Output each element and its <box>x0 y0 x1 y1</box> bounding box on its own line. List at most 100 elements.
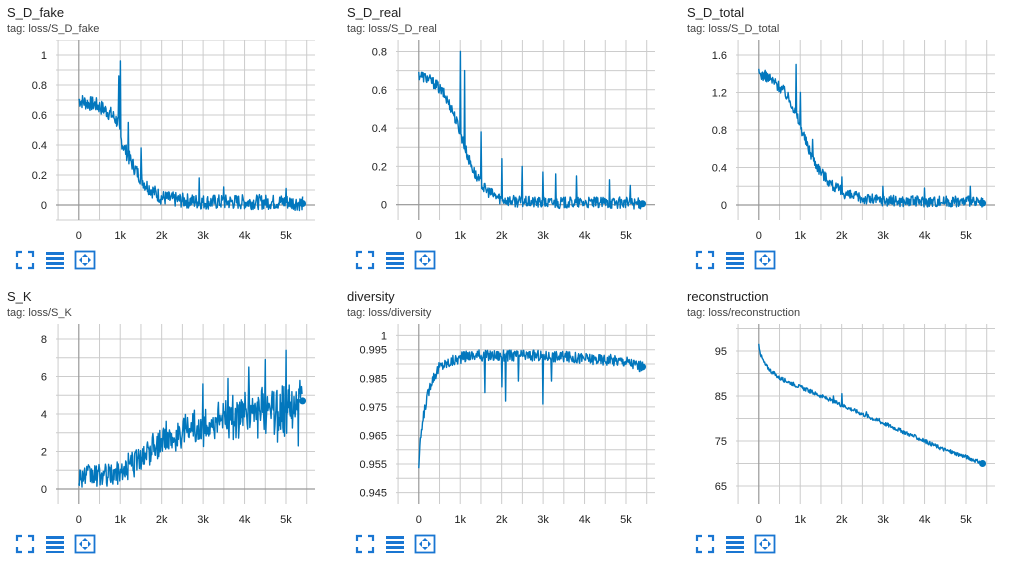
x-tick-label: 3k <box>537 230 549 242</box>
fit-domain-icon <box>414 249 436 271</box>
scalar-card: S_D_real tag: loss/S_D_real 0 0.2 0.4 0.6 0.8 0… <box>340 0 675 281</box>
fit-domain-button[interactable] <box>414 533 436 555</box>
series-line <box>418 349 644 469</box>
chart-title: reconstruction <box>687 289 769 304</box>
grid <box>736 40 995 220</box>
chart-toolbar <box>694 249 834 271</box>
x-tick-label: 2k <box>836 514 848 526</box>
line-chart[interactable]: 0 0.2 0.4 0.6 0.8 0 1k 2k 3k 4k 5k <box>340 40 675 245</box>
line-chart[interactable]: 0 0.2 0.4 0.6 0.8 1 0 1k 2k 3k 4k 5k <box>0 40 335 245</box>
x-tick-label: 1k <box>794 230 806 242</box>
line-chart[interactable]: 0.945 0.955 0.965 0.975 0.985 0.995 1 0 1k 2k 3k 4k… <box>340 324 675 529</box>
series-end-point[interactable] <box>639 200 647 208</box>
chart-title: S_D_total <box>687 5 745 20</box>
series-end-point[interactable] <box>639 363 647 371</box>
x-tick-label: 5k <box>620 514 632 526</box>
series-end-point[interactable] <box>979 199 987 207</box>
y-tick-label: 0.2 <box>32 170 47 182</box>
fit-domain-button[interactable] <box>414 249 436 271</box>
y-tick-label: 0.2 <box>372 161 387 173</box>
fit-domain-icon <box>74 249 96 271</box>
grid <box>396 40 655 220</box>
scalar-card: reconstruction tag: loss/reconstruction 65… <box>680 284 1015 565</box>
fullscreen-icon <box>14 533 36 555</box>
y-tick-label: 0.8 <box>32 80 47 92</box>
data-table-icon <box>384 533 406 555</box>
toggle-data-table-button[interactable] <box>724 533 746 555</box>
chart-toolbar <box>14 533 154 555</box>
x-tick-label: 4k <box>239 514 251 526</box>
fullscreen-button[interactable] <box>354 533 376 555</box>
x-tick-label: 0 <box>416 514 422 526</box>
x-tick-label: 2k <box>496 514 508 526</box>
y-tick-label: 4 <box>41 409 47 421</box>
toggle-data-table-button[interactable] <box>44 533 66 555</box>
data-table-icon <box>44 533 66 555</box>
data-table-icon <box>724 533 746 555</box>
y-tick-label: 0.985 <box>359 373 387 385</box>
y-tick-label: 2 <box>41 447 47 459</box>
x-tick-label: 5k <box>960 230 972 242</box>
data-table-icon <box>384 249 406 271</box>
fullscreen-icon <box>354 249 376 271</box>
chart-tag: tag: loss/S_K <box>7 307 72 319</box>
y-tick-label: 65 <box>715 481 727 493</box>
fullscreen-button[interactable] <box>14 533 36 555</box>
fullscreen-icon <box>694 249 716 271</box>
y-tick-label: 8 <box>41 334 47 346</box>
toggle-data-table-button[interactable] <box>384 249 406 271</box>
x-tick-label: 0 <box>416 230 422 242</box>
toggle-data-table-button[interactable] <box>724 249 746 271</box>
fullscreen-icon <box>14 249 36 271</box>
fit-domain-button[interactable] <box>74 533 96 555</box>
fullscreen-button[interactable] <box>694 249 716 271</box>
x-tick-label: 3k <box>197 230 209 242</box>
grid <box>396 324 655 504</box>
y-tick-label: 0.6 <box>32 110 47 122</box>
scalar-card: diversity tag: loss/diversity 0.945 0.955 0.… <box>340 284 675 565</box>
series-line <box>78 60 304 212</box>
y-tick-label: 6 <box>41 372 47 384</box>
line-chart[interactable]: 65 75 85 95 0 1k 2k 3k 4k 5k <box>680 324 1015 529</box>
x-tick-label: 3k <box>197 514 209 526</box>
line-chart[interactable]: 0 0.4 0.8 1.2 1.6 0 1k 2k 3k 4k 5k <box>680 40 1015 245</box>
chart-title: S_K <box>7 289 32 304</box>
fullscreen-icon <box>354 533 376 555</box>
chart-tag: tag: loss/S_D_fake <box>7 23 100 35</box>
fit-domain-button[interactable] <box>754 249 776 271</box>
y-tick-label: 0 <box>41 200 47 212</box>
fullscreen-button[interactable] <box>694 533 716 555</box>
series-end-point[interactable] <box>299 200 307 207</box>
y-tick-label: 0.6 <box>372 85 387 97</box>
fullscreen-button[interactable] <box>14 249 36 271</box>
x-tick-label: 4k <box>919 514 931 526</box>
toggle-data-table-button[interactable] <box>44 249 66 271</box>
chart-tag: tag: loss/diversity <box>347 307 432 319</box>
x-tick-label: 1k <box>454 514 466 526</box>
fit-domain-button[interactable] <box>74 249 96 271</box>
series-line <box>78 349 303 488</box>
scalar-card: S_D_total tag: loss/S_D_total 0 0.4 0.8 1.2 1.… <box>680 0 1015 281</box>
x-tick-label: 2k <box>496 230 508 242</box>
series-line <box>758 63 984 208</box>
x-tick-label: 3k <box>877 230 889 242</box>
fit-domain-button[interactable] <box>754 533 776 555</box>
chart-toolbar <box>14 249 154 271</box>
x-tick-label: 2k <box>156 230 168 242</box>
chart-tag: tag: loss/reconstruction <box>687 307 801 319</box>
fit-domain-icon <box>754 249 776 271</box>
line-chart[interactable]: 0 2 4 6 8 0 1k 2k 3k 4k 5k <box>0 324 335 529</box>
series-line <box>418 50 644 210</box>
series-end-point[interactable] <box>979 460 987 467</box>
grid <box>736 324 995 504</box>
fit-domain-icon <box>74 533 96 555</box>
y-tick-label: 0 <box>41 484 47 496</box>
fullscreen-button[interactable] <box>354 249 376 271</box>
y-tick-label: 0 <box>721 200 727 212</box>
y-tick-label: 0.955 <box>359 459 387 471</box>
x-tick-label: 5k <box>280 514 292 526</box>
toggle-data-table-button[interactable] <box>384 533 406 555</box>
x-tick-label: 0 <box>76 230 82 242</box>
y-tick-label: 85 <box>715 391 727 403</box>
series-end-point[interactable] <box>299 397 307 405</box>
